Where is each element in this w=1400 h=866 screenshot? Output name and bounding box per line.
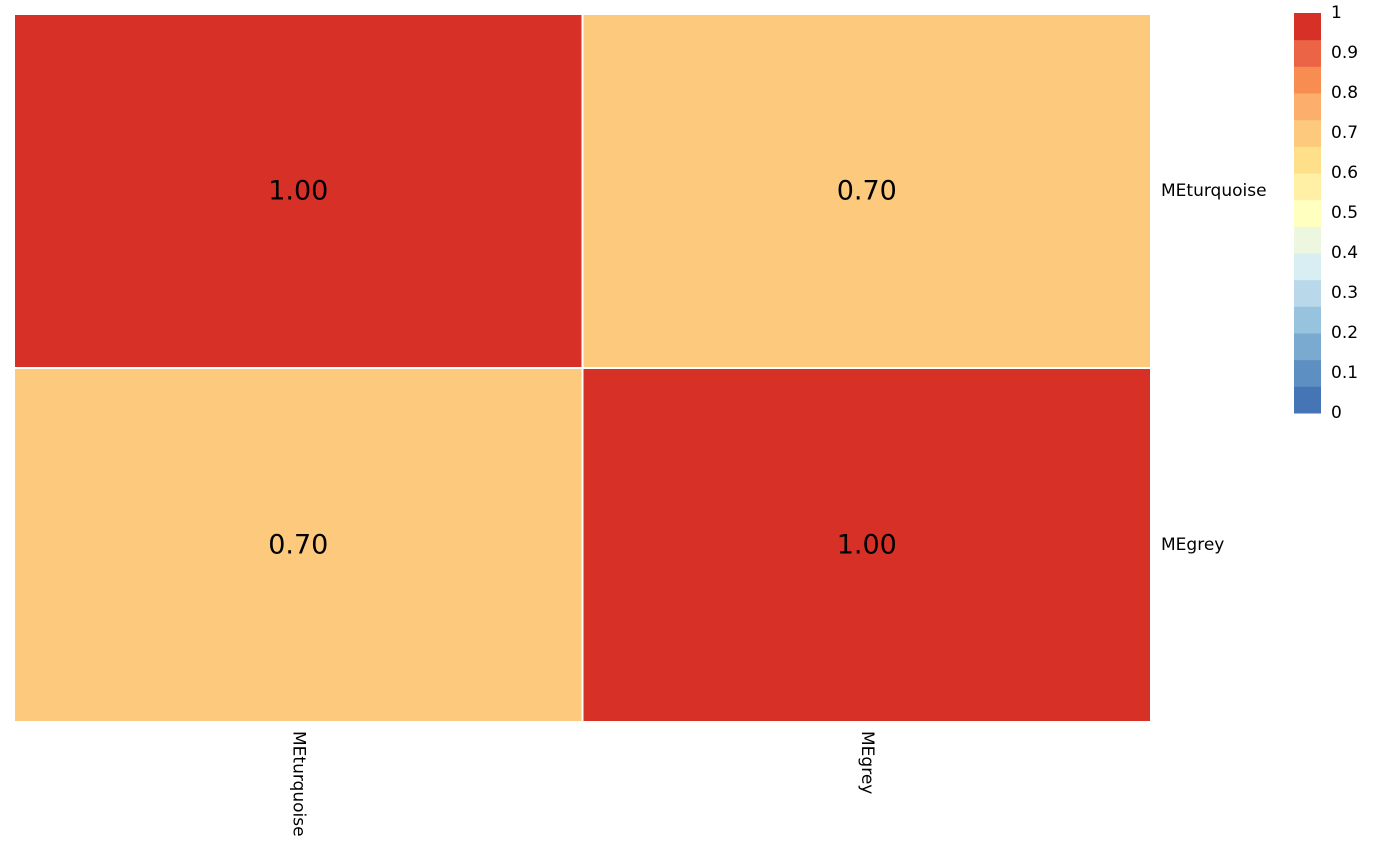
cell-value-label: 0.70 xyxy=(837,176,897,207)
color-legend: 1 0.9 0.8 0.7 0.6 0.5 0.4 0.3 0.2 0.1 0 xyxy=(1294,3,1358,423)
heatmap-cells: 1.00 0.70 0.70 1.00 xyxy=(13,13,1152,723)
legend-color-swatch xyxy=(1294,253,1321,281)
row-label: MEgrey xyxy=(1161,535,1224,555)
legend-tick-label: 0.2 xyxy=(1331,323,1358,343)
legend-color-swatch xyxy=(1294,66,1321,94)
heatmap-cell xyxy=(581,13,1152,369)
legend-tick-label: 0.8 xyxy=(1331,83,1358,103)
heatmap-cell xyxy=(13,13,584,369)
legend-color-swatch xyxy=(1294,199,1321,227)
cell-value-label: 0.70 xyxy=(268,530,328,561)
legend-tick-label: 0.9 xyxy=(1331,43,1358,63)
legend-tick-label: 0.5 xyxy=(1331,203,1358,223)
legend-color-swatch xyxy=(1294,306,1321,334)
legend-color-swatch xyxy=(1294,333,1321,361)
row-label: MEturquoise xyxy=(1161,181,1267,201)
row-labels: MEturquoise MEgrey xyxy=(1161,181,1267,555)
legend-color-swatch xyxy=(1294,173,1321,201)
column-label: MEturquoise xyxy=(288,731,308,837)
legend-tick-label: 0 xyxy=(1331,403,1342,423)
legend-color-swatch xyxy=(1294,93,1321,121)
legend-color-swatch xyxy=(1294,226,1321,254)
legend-color-swatch xyxy=(1294,359,1321,387)
legend-color-swatch xyxy=(1294,146,1321,174)
legend-tick-label: 0.1 xyxy=(1331,363,1358,383)
legend-tick-label: 0.7 xyxy=(1331,123,1358,143)
cell-value-label: 1.00 xyxy=(837,530,897,561)
legend-color-swatch xyxy=(1294,279,1321,307)
legend-tick-label: 0.3 xyxy=(1331,283,1358,303)
column-labels: MEturquoise MEgrey xyxy=(288,731,877,837)
legend-tick-label: 0.6 xyxy=(1331,163,1358,183)
legend-tick-label: 1 xyxy=(1331,3,1342,23)
heatmap-cell xyxy=(13,367,584,723)
legend-color-swatch xyxy=(1294,39,1321,67)
cell-value-label: 1.00 xyxy=(268,176,328,207)
column-label: MEgrey xyxy=(857,731,877,794)
legend-color-swatch xyxy=(1294,386,1321,414)
heatmap-cell xyxy=(581,367,1152,723)
legend-tick-label: 0.4 xyxy=(1331,243,1358,263)
legend-color-swatch xyxy=(1294,119,1321,147)
legend-color-swatch xyxy=(1294,13,1321,41)
